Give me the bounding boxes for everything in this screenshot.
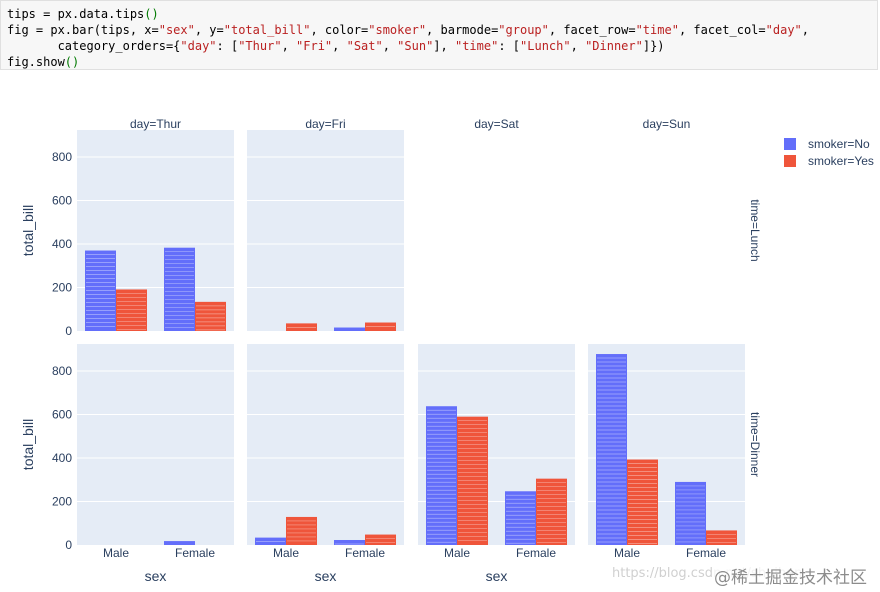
x-tick-label: Female [516, 546, 556, 560]
bar [334, 539, 365, 545]
bar [286, 516, 317, 545]
bar-dinner-fri-male-yes[interactable] [286, 516, 317, 545]
x-tick-label: Female [175, 546, 215, 560]
bar [116, 289, 147, 331]
bar [536, 478, 567, 545]
bar-dinner-fri-female-yes[interactable] [365, 534, 396, 545]
x-tick-label: Male [444, 546, 470, 560]
bar-dinner-sat-male-no[interactable] [426, 406, 457, 545]
y-tick-label: 800 [52, 150, 72, 164]
bar-dinner-sat-female-yes[interactable] [536, 478, 567, 545]
y-axis-title: total_bill [20, 419, 36, 470]
legend-swatch-no [784, 138, 796, 150]
bar-lunch-fri-female-yes[interactable] [365, 322, 396, 331]
bar [627, 459, 658, 545]
facet-col-title: day=Thur [130, 117, 181, 131]
facet-panel [247, 344, 404, 545]
bar [195, 301, 226, 331]
code-line: fig.show() [7, 55, 80, 69]
bar [426, 406, 457, 545]
bar [334, 327, 365, 331]
bar [457, 416, 488, 545]
legend-label: smoker=No [808, 137, 870, 151]
bar-dinner-thur-female-no[interactable] [164, 541, 195, 545]
facet-col-title: day=Sun [643, 117, 691, 131]
bar [596, 354, 627, 545]
x-tick-label: Male [614, 546, 640, 560]
bar [365, 322, 396, 331]
y-tick-label: 800 [52, 364, 72, 378]
bar-lunch-fri-female-no[interactable] [334, 327, 365, 331]
bar [255, 537, 286, 545]
facet-row-title: time=Dinner [748, 412, 762, 477]
bar-dinner-sun-female-no[interactable] [675, 481, 706, 545]
y-tick-label: 0 [65, 324, 72, 338]
bar [286, 323, 317, 331]
x-tick-label: Female [345, 546, 385, 560]
x-tick-label: Female [686, 546, 726, 560]
y-tick-label: 400 [52, 451, 72, 465]
bar-dinner-sun-male-no[interactable] [596, 354, 627, 545]
bar [365, 534, 396, 545]
y-tick-label: 600 [52, 408, 72, 422]
y-tick-label: 0 [65, 538, 72, 552]
x-axis-title: sex [315, 568, 337, 584]
bar-dinner-fri-female-no[interactable] [334, 539, 365, 545]
facet-col-title: day=Fri [305, 117, 345, 131]
code-line: fig = px.bar(tips, x="sex", y="total_bil… [7, 23, 809, 37]
facet-panel [77, 344, 234, 545]
legend-swatch-yes [784, 155, 796, 167]
code-line: category_orders={"day": ["Thur", "Fri", … [7, 39, 665, 53]
bar [164, 541, 195, 545]
y-tick-label: 200 [52, 495, 72, 509]
facet-col-title: day=Sat [474, 117, 519, 131]
bar-lunch-fri-male-yes[interactable] [286, 323, 317, 331]
facet-panel [247, 130, 404, 331]
bar [505, 491, 536, 545]
x-axis-title: sex [486, 568, 508, 584]
bar-dinner-sat-male-yes[interactable] [457, 416, 488, 545]
x-tick-label: Male [103, 546, 129, 560]
bar [85, 250, 116, 331]
bar-lunch-thur-female-no[interactable] [164, 247, 195, 331]
bar-lunch-thur-female-yes[interactable] [195, 301, 226, 331]
x-axis-title: sex [145, 568, 167, 584]
facet-row-title: time=Lunch [748, 199, 762, 261]
y-tick-label: 400 [52, 237, 72, 251]
bar-dinner-fri-male-no[interactable] [255, 537, 286, 545]
bar [675, 481, 706, 545]
code-cell[interactable]: tips = px.data.tips() fig = px.bar(tips, … [0, 0, 878, 70]
bar-dinner-sun-female-yes[interactable] [706, 530, 737, 545]
y-tick-label: 600 [52, 194, 72, 208]
watermark-site: @稀土掘金技术社区 [712, 563, 869, 588]
bar [706, 530, 737, 545]
legend-label: smoker=Yes [808, 154, 874, 168]
bar-lunch-thur-male-yes[interactable] [116, 289, 147, 331]
bar-dinner-sun-male-yes[interactable] [627, 459, 658, 545]
y-axis-title: total_bill [20, 205, 36, 256]
y-tick-label: 200 [52, 281, 72, 295]
code-line: tips = px.data.tips() [7, 7, 159, 21]
x-tick-label: Male [273, 546, 299, 560]
bar [164, 247, 195, 331]
bar-dinner-sat-female-no[interactable] [505, 491, 536, 545]
bar-lunch-thur-male-no[interactable] [85, 250, 116, 331]
